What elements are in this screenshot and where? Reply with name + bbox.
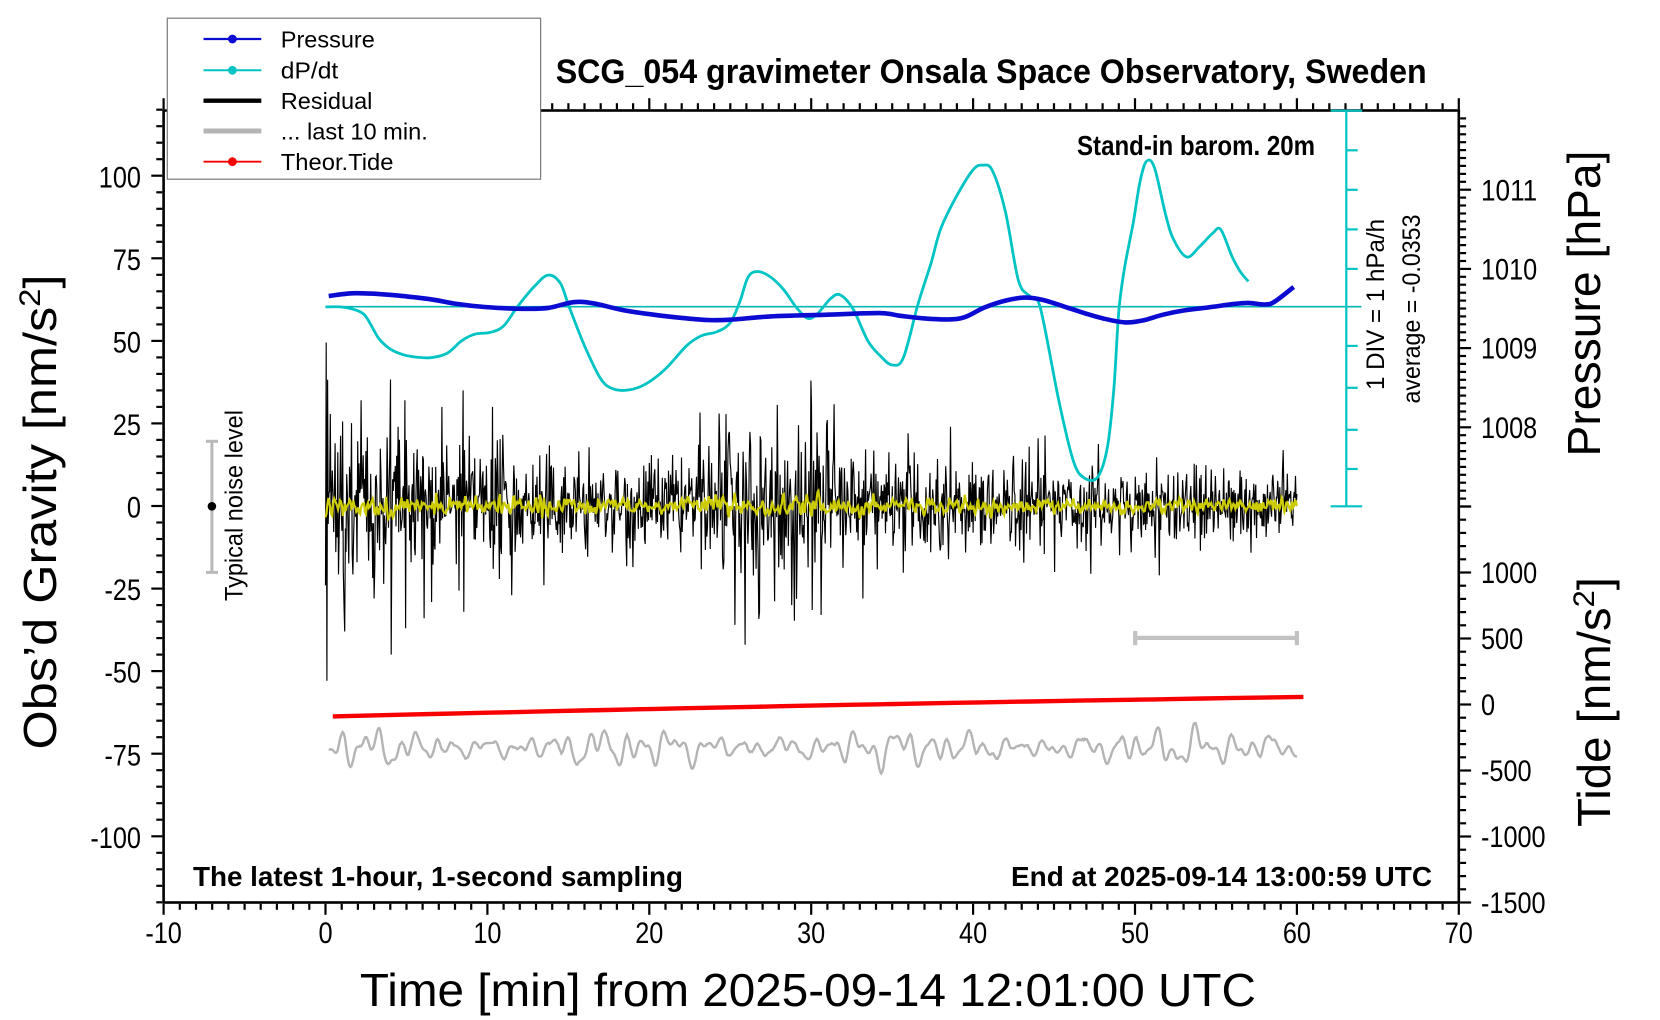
svg-text:Obs’d Gravity [nm/s2]: Obs’d Gravity [nm/s2] bbox=[14, 275, 66, 750]
svg-text:40: 40 bbox=[959, 917, 987, 950]
svg-text:-25: -25 bbox=[105, 574, 142, 607]
svg-text:Typical noise level: Typical noise level bbox=[221, 410, 249, 601]
svg-text:0: 0 bbox=[1481, 689, 1495, 722]
svg-text:-500: -500 bbox=[1481, 755, 1532, 788]
svg-text:The latest 1-hour, 1-second sa: The latest 1-hour, 1-second sampling bbox=[193, 861, 683, 892]
svg-text:dP/dt: dP/dt bbox=[281, 58, 339, 84]
svg-text:Residual: Residual bbox=[281, 88, 373, 114]
svg-text:0: 0 bbox=[127, 492, 141, 525]
svg-text:Pressure: Pressure bbox=[281, 26, 375, 52]
svg-text:1000: 1000 bbox=[1481, 557, 1537, 590]
svg-text:1 DIV = 1 hPa/h: 1 DIV = 1 hPa/h bbox=[1362, 219, 1390, 390]
svg-text:50: 50 bbox=[1121, 917, 1149, 950]
svg-text:Tide [nm/s2]: Tide [nm/s2] bbox=[1568, 577, 1620, 827]
svg-text:average = -0.0353: average = -0.0353 bbox=[1398, 215, 1426, 404]
svg-text:1010: 1010 bbox=[1481, 254, 1537, 287]
svg-text:SCG_054 gravimeter Onsala Spac: SCG_054 gravimeter Onsala Space Observat… bbox=[556, 53, 1427, 91]
svg-text:Stand-in barom. 20m: Stand-in barom. 20m bbox=[1077, 130, 1315, 161]
svg-text:60: 60 bbox=[1283, 917, 1311, 950]
svg-text:Theor.Tide: Theor.Tide bbox=[281, 149, 394, 175]
svg-text:-75: -75 bbox=[105, 739, 142, 772]
svg-text:-100: -100 bbox=[90, 822, 141, 855]
svg-text:20: 20 bbox=[635, 917, 663, 950]
svg-text:End at 2025-09-14 13:00:59 UTC: End at 2025-09-14 13:00:59 UTC bbox=[1011, 861, 1432, 892]
svg-text:-10: -10 bbox=[145, 917, 182, 950]
svg-text:... last 10 min.: ... last 10 min. bbox=[281, 118, 428, 144]
svg-text:50: 50 bbox=[113, 327, 141, 360]
svg-text:-1500: -1500 bbox=[1481, 887, 1546, 920]
svg-text:500: 500 bbox=[1481, 623, 1523, 656]
svg-text:-50: -50 bbox=[105, 657, 142, 690]
svg-text:-1000: -1000 bbox=[1481, 821, 1546, 854]
svg-text:Pressure [hPa]: Pressure [hPa] bbox=[1558, 151, 1610, 457]
svg-text:100: 100 bbox=[99, 161, 141, 194]
svg-text:25: 25 bbox=[113, 409, 141, 442]
svg-text:1011: 1011 bbox=[1481, 174, 1537, 207]
svg-text:10: 10 bbox=[473, 917, 501, 950]
svg-text:1008: 1008 bbox=[1481, 412, 1537, 445]
svg-text:30: 30 bbox=[797, 917, 825, 950]
svg-text:70: 70 bbox=[1445, 917, 1473, 950]
svg-text:0: 0 bbox=[318, 917, 332, 950]
svg-text:1009: 1009 bbox=[1481, 333, 1537, 366]
svg-text:Time [min] from 2025-09-14 12:: Time [min] from 2025-09-14 12:01:00 UTC bbox=[360, 964, 1256, 1016]
svg-text:75: 75 bbox=[113, 244, 141, 277]
